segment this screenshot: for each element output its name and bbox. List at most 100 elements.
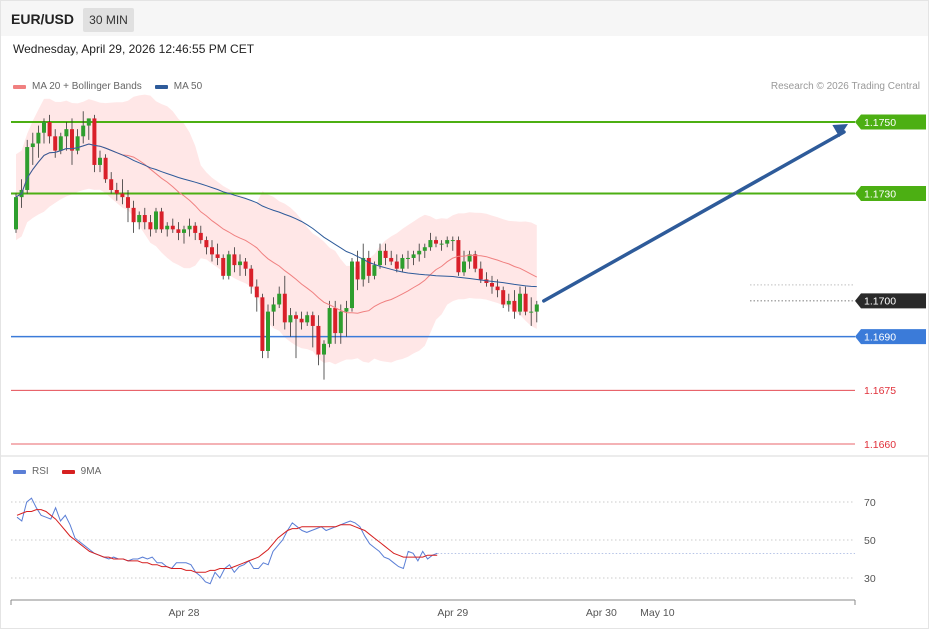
level-tag-1.1730 [855, 186, 926, 202]
candle-body [327, 308, 332, 344]
candle [137, 211, 142, 230]
candle-body [260, 297, 265, 351]
candle [473, 250, 478, 273]
candle [439, 240, 444, 251]
candle-body [299, 318, 304, 323]
candle-body [81, 125, 86, 137]
rsi-tick-label: 30 [864, 573, 876, 585]
candle [103, 154, 108, 183]
timeframe-button[interactable]: 30 MIN [83, 8, 134, 32]
candle [42, 118, 46, 144]
bollinger-bands [16, 94, 537, 365]
candle [148, 215, 153, 237]
candle-body [92, 118, 97, 165]
candle [226, 250, 231, 280]
candle [271, 297, 276, 326]
candle-body [254, 286, 259, 298]
candle [383, 243, 388, 266]
candle [70, 118, 74, 165]
candle [462, 250, 466, 276]
rsi-tick-label: 70 [864, 497, 876, 509]
candle [98, 150, 102, 173]
candle-body [109, 179, 114, 190]
candle [142, 207, 147, 230]
candle [25, 139, 30, 194]
candle [434, 236, 438, 248]
candle-body [389, 257, 394, 262]
candle [523, 286, 528, 316]
candle [14, 193, 18, 233]
candle-body [467, 254, 472, 262]
level-tag-1.1700 [855, 293, 926, 309]
x-tick-label: Apr 28 [169, 607, 200, 619]
candle-body [518, 293, 522, 312]
level-label-1.1690: 1.1690 [864, 331, 896, 343]
candle-body [350, 261, 354, 309]
candle-body [282, 293, 287, 323]
candle [30, 132, 35, 165]
candle [75, 129, 80, 155]
price-levels [11, 121, 855, 445]
candle-body [495, 286, 500, 291]
candle-body [36, 132, 41, 144]
candle [126, 189, 130, 223]
projection-arrow-shaft [542, 130, 846, 303]
candle [53, 129, 58, 158]
candle-body [221, 257, 226, 276]
candle [445, 236, 450, 248]
candle-body [422, 247, 427, 251]
candle-body [238, 261, 242, 266]
candle-body [316, 325, 321, 355]
candle-body [534, 304, 539, 312]
candle [86, 118, 91, 140]
candle-body [64, 129, 69, 137]
candle-body [294, 315, 298, 319]
candle-body [210, 247, 214, 255]
candle [114, 182, 119, 201]
candle [159, 207, 164, 233]
datetime-label: Wednesday, April 29, 2026 12:46:55 PM CE… [13, 42, 255, 56]
candle-body [187, 225, 192, 230]
rsi-legend-label: RSI [32, 466, 49, 477]
candle-body [47, 122, 52, 137]
candle-body [400, 257, 405, 269]
candle-body [361, 257, 366, 280]
level-label-1.1660: 1.1660 [864, 439, 896, 451]
rsi-tick-label: 50 [864, 535, 876, 547]
candle [36, 125, 41, 158]
candle-body [30, 143, 35, 148]
ma50-legend-label: MA 50 [173, 81, 203, 92]
candle-body [126, 197, 130, 208]
candle [243, 257, 248, 276]
symbol-title: EUR/USD [11, 11, 75, 27]
rsi-series-9MA [16, 509, 438, 573]
rsi-ma-legend-label: 9MA [80, 466, 102, 477]
candle [406, 250, 410, 269]
candle [400, 254, 405, 273]
candle-body [114, 189, 119, 194]
candle-body [478, 268, 483, 280]
candle-body [176, 229, 181, 233]
candle-body [462, 261, 466, 273]
candle [238, 254, 242, 276]
candle-body [142, 215, 147, 223]
candle [478, 261, 483, 283]
candle [131, 200, 136, 233]
candle [490, 275, 494, 294]
candle [422, 243, 427, 258]
candle [254, 279, 259, 312]
x-tick-label: Apr 30 [586, 607, 617, 619]
candle-body [378, 250, 382, 266]
candle-body [439, 243, 444, 245]
candle [322, 340, 326, 380]
candle [394, 254, 399, 273]
candle-body [243, 261, 248, 269]
candle [81, 111, 86, 144]
candle [210, 240, 214, 262]
candle-body [473, 254, 478, 269]
rsi-ma-swatch [61, 469, 75, 474]
candle-body [137, 215, 142, 223]
candle-body [120, 193, 125, 198]
level-label-1.1700: 1.1700 [864, 296, 896, 308]
header-bar: EUR/USD 30 MIN [1, 1, 928, 36]
